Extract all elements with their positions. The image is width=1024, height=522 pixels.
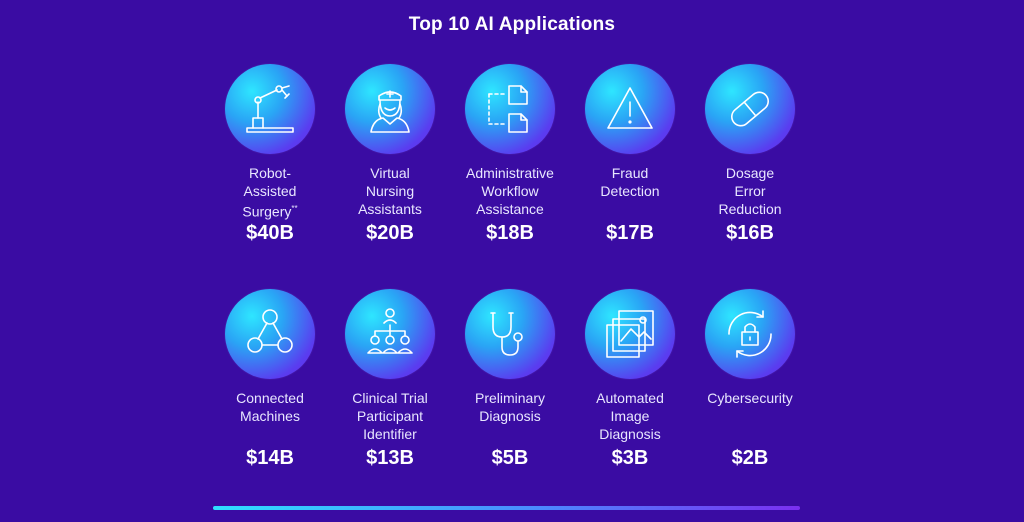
application-label: Clinical Trial Participant Identifier bbox=[352, 390, 428, 442]
application-label: Connected Machines bbox=[236, 390, 304, 424]
workflow-documents-icon bbox=[488, 85, 528, 133]
application-value: $2B bbox=[731, 447, 769, 469]
application-value: $13B bbox=[366, 447, 414, 469]
nurse-icon bbox=[370, 90, 410, 133]
icon-circle bbox=[345, 289, 435, 379]
icon-circle bbox=[585, 64, 675, 154]
application-value: $20B bbox=[366, 222, 414, 244]
application-label: Administrative Workflow Assistance bbox=[466, 165, 554, 217]
application-value: $17B bbox=[606, 222, 654, 244]
icon-circle bbox=[705, 289, 795, 379]
pill-capsule-icon bbox=[731, 91, 769, 127]
application-label: Automated Image Diagnosis bbox=[596, 390, 664, 442]
lock-refresh-icon bbox=[728, 310, 772, 358]
bottom-gradient-rule bbox=[213, 506, 800, 510]
application-item: Cybersecurity $2B bbox=[690, 289, 810, 470]
icon-circle bbox=[585, 289, 675, 379]
image-stack-icon bbox=[606, 310, 654, 358]
icon-circle bbox=[225, 64, 315, 154]
icon-circle bbox=[465, 289, 555, 379]
application-label: Fraud Detection bbox=[600, 165, 660, 199]
application-item: Fraud Detection $17B bbox=[570, 64, 690, 245]
application-value: $40B bbox=[246, 222, 294, 244]
application-label: Robot- Assisted Surgery** bbox=[242, 165, 298, 220]
stethoscope-icon bbox=[490, 312, 523, 356]
application-value: $14B bbox=[246, 447, 294, 469]
chart-title: Top 10 AI Applications bbox=[408, 14, 616, 35]
application-item: Virtual Nursing Assistants $20B bbox=[330, 64, 450, 245]
application-label: Cybersecurity bbox=[707, 390, 793, 406]
application-label: Virtual Nursing Assistants bbox=[358, 165, 422, 217]
application-value: $3B bbox=[611, 447, 649, 469]
people-hierarchy-icon bbox=[367, 308, 413, 354]
icon-circle bbox=[225, 289, 315, 379]
application-item: Dosage Error Reduction $16B bbox=[690, 64, 810, 245]
connected-nodes-icon bbox=[247, 309, 293, 353]
application-item: Clinical Trial Participant Identifier $1… bbox=[330, 289, 450, 470]
application-item: Automated Image Diagnosis $3B bbox=[570, 289, 690, 470]
application-value: $16B bbox=[726, 222, 774, 244]
application-item: Connected Machines $14B bbox=[210, 289, 330, 470]
application-label: Preliminary Diagnosis bbox=[474, 390, 545, 424]
robot-arm-icon bbox=[246, 85, 294, 133]
icon-circle bbox=[345, 64, 435, 154]
application-item: Robot- Assisted Surgery** $40B bbox=[210, 64, 330, 245]
application-item: Preliminary Diagnosis $5B bbox=[450, 289, 570, 470]
warning-triangle-icon bbox=[607, 87, 653, 129]
icon-circle bbox=[705, 64, 795, 154]
application-item: Administrative Workflow Assistance $18B bbox=[450, 64, 570, 245]
application-value: $5B bbox=[491, 447, 529, 469]
application-value: $18B bbox=[486, 222, 534, 244]
application-label: Dosage Error Reduction bbox=[718, 165, 782, 217]
icon-circle bbox=[465, 64, 555, 154]
